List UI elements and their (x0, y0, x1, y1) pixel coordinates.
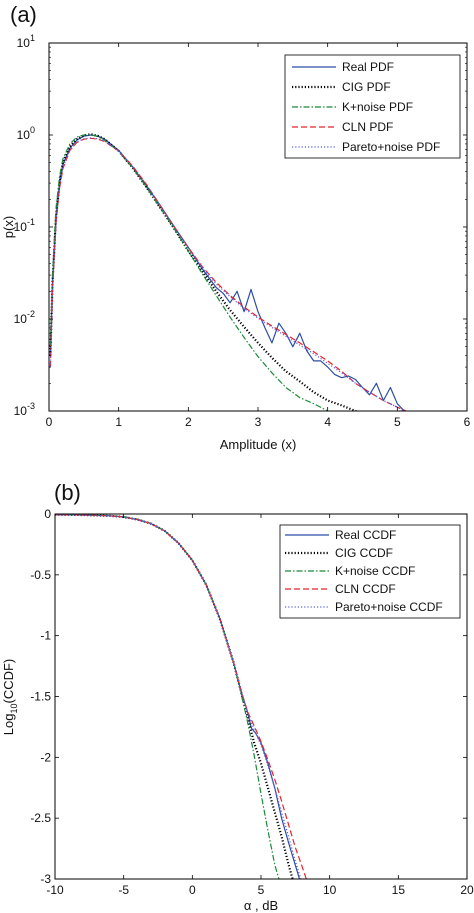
panel-b-x-tick-label: -10 (46, 883, 64, 897)
panel-b-series-cig-ccdf (55, 514, 294, 879)
panel-a-series (49, 133, 408, 411)
panel-b-y-tick-label: -2.5 (30, 811, 51, 825)
panel-a-x-tick-label: 6 (464, 415, 471, 429)
panel-b-x-tick-label: 0 (189, 883, 196, 897)
panel-a-x-tick-label: 2 (185, 415, 192, 429)
panel-a-y-ticks: 10-3 10-2 10-1 100 101 (14, 33, 467, 418)
panel-b-y-tick-label: -3 (40, 872, 51, 886)
panel-a-legend-box (284, 54, 461, 159)
panel-b-series-cln-ccdf (55, 514, 307, 879)
panel-b-legend-label: CLN CCDF (335, 582, 396, 596)
panel-a-x-tick-label: 3 (255, 415, 262, 429)
panel-b-legend-label: K+noise CCDF (335, 564, 415, 578)
panel-b-y-tick-label: -1 (40, 629, 51, 643)
panel-b-legend-label: Real CCDF (335, 528, 396, 542)
panel-b-legend: Real CCDF CIG CCDF K+noise CCDF CLN CCDF Par… (279, 524, 461, 619)
panel-a-x-tick-label: 5 (394, 415, 401, 429)
panel-b-y-tick-label: -1.5 (30, 690, 51, 704)
panel-b-x-tick-label: 15 (392, 883, 406, 897)
panel-a-x-axis-label: Amplitude (x) (220, 437, 297, 452)
panel-a-y-tick-label: 10-2 (14, 309, 35, 326)
panel-a-legend-label: Real PDF (342, 60, 394, 74)
panel-b-series-k-noise-ccdf (55, 514, 280, 879)
panel-a-x-tick-label: 0 (46, 415, 53, 429)
panel-b-legend-label: Pareto+noise CCDF (335, 600, 443, 614)
panel-b-x-tick-label: 5 (258, 883, 265, 897)
panel-b-y-tick-label: -2 (40, 750, 51, 764)
panel-b-y-tick-label: 0 (44, 507, 51, 521)
panel-a-legend-label: K+noise PDF (342, 100, 413, 114)
panel-a-x-tick-label: 4 (324, 415, 331, 429)
panel-a-y-tick-label: 10-3 (14, 401, 35, 418)
panel-b-x-tick-label: -5 (118, 883, 129, 897)
panel-b-x-tick-label: 20 (460, 883, 474, 897)
panel-a-x-ticks: 0 1 2 3 4 5 6 (46, 43, 471, 429)
panel-b-x-ticks: -10 -5 0 5 10 15 20 (46, 514, 474, 897)
panel-a-legend-label: Pareto+noise PDF (342, 140, 440, 154)
panel-b-label: (b) (54, 480, 81, 505)
panel-b-y-ticks: 0 -0.5 -1 -1.5 -2 -2.5 -3 (30, 507, 467, 886)
panel-a-x-tick-label: 1 (115, 415, 122, 429)
panel-b-x-axis-label: α , dB (244, 898, 278, 913)
panel-b-x-tick-label: 10 (323, 883, 337, 897)
panel-a-series-cln-pdf (49, 137, 408, 411)
panel-b-series-real-ccdf (55, 514, 301, 879)
panel-a-series-k-noise-pdf (49, 134, 329, 411)
panel-a-series-pareto-noise-pdf (49, 137, 405, 411)
panel-a-legend-label: CIG PDF (342, 80, 391, 94)
panel-a-legend-label: CLN PDF (342, 120, 393, 134)
panel-a-label: (a) (10, 2, 37, 27)
panel-a-y-tick-label: 100 (17, 125, 35, 142)
panel-a-y-axis-label: p(x) (1, 216, 16, 238)
panel-b: (b) -10 -5 0 5 10 15 20 0 -0.5 -1 -1.5 -2 -2.5 -3 α … (1, 480, 474, 913)
panel-b-series-pareto-noise-ccdf (55, 514, 302, 879)
panel-a-legend: Real PDF CIG PDF K+noise PDF CLN PDF Pareto+… (284, 54, 461, 159)
panel-b-y-axis-label: Log10(CCDF) (1, 659, 19, 735)
panel-a-y-tick-label: 101 (17, 33, 35, 50)
panel-b-y-tick-label: -0.5 (30, 568, 51, 582)
panel-a-series-real-pdf (49, 134, 405, 411)
panel-b-legend-label: CIG CCDF (335, 546, 393, 560)
panel-a: (a) 0 1 2 3 4 5 6 10-3 10-2 10-1 100 101 Amplitude… (1, 2, 471, 452)
panel-a-y-tick-label: 10-1 (14, 217, 35, 234)
panel-b-series (55, 514, 307, 879)
